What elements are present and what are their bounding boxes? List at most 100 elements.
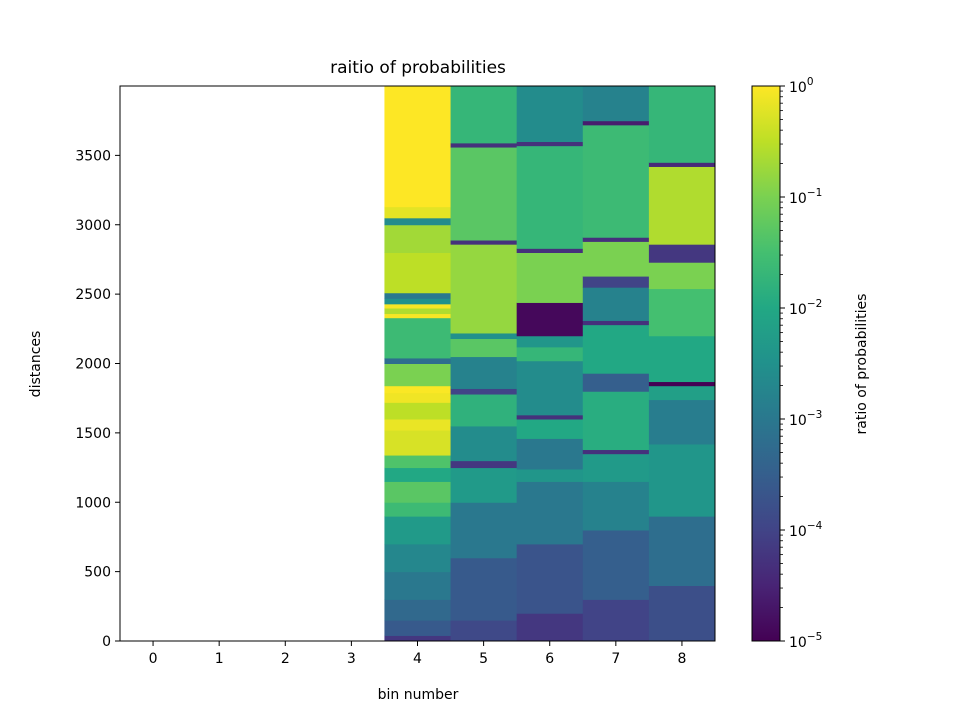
heatmap-cell — [450, 620, 518, 642]
heatmap-cell — [450, 388, 518, 395]
colorbar — [751, 85, 781, 642]
heatmap-cell — [450, 86, 518, 144]
y-axis-label: distances — [28, 331, 44, 398]
x-tick-label: 0 — [149, 651, 158, 667]
colorbar-tick-label: 10−5 — [789, 631, 822, 651]
heatmap-cell — [450, 240, 518, 245]
heatmap-cell — [516, 360, 584, 416]
heatmap-cell — [516, 613, 584, 642]
y-tick-label: 0 — [102, 634, 111, 650]
heatmap-cell — [516, 481, 584, 545]
heatmap-cell — [450, 502, 518, 559]
heatmap-cell — [384, 385, 452, 394]
heatmap-cell — [384, 571, 452, 600]
heatmap-cell — [450, 557, 518, 621]
y-axis-ticks: 0 500 1000 1500 2000 2500 3000 3500 — [75, 148, 120, 650]
heatmap-cell — [516, 543, 584, 614]
chart-title: raitio of probabilities — [330, 58, 506, 78]
colorbar-tick-label: 10−3 — [789, 409, 822, 429]
colorbar-tick-label: 10−2 — [789, 298, 822, 318]
heatmap-cell — [516, 419, 584, 439]
heatmap-cell — [384, 363, 452, 387]
heatmap-cell — [384, 252, 452, 294]
heatmap-cell — [516, 141, 584, 147]
heatmap-cell — [450, 356, 518, 389]
heatmap-cell — [384, 317, 452, 359]
x-tick-label: 2 — [281, 651, 290, 667]
heatmap-cell — [450, 467, 518, 503]
heatmap-cell — [582, 391, 650, 451]
heatmap-cell — [582, 86, 650, 122]
heatmap-cell — [516, 248, 584, 253]
heatmap-cell — [648, 399, 716, 445]
heatmap-cell — [384, 635, 452, 642]
heatmap-cell — [648, 162, 716, 167]
x-tick-label: 5 — [479, 651, 488, 667]
heatmap-cell — [648, 86, 716, 163]
heatmap-cell — [384, 303, 452, 309]
heatmap-cell — [516, 302, 584, 337]
heatmap-cell — [582, 124, 650, 238]
heatmap-cell — [582, 453, 650, 482]
heatmap-cell — [450, 425, 518, 462]
colorbar-tick-label: 10−4 — [789, 520, 823, 540]
x-tick-label: 8 — [677, 651, 686, 667]
heatmap-cell — [384, 86, 452, 208]
heatmap-cell — [384, 543, 452, 573]
heatmap-cell — [516, 335, 584, 348]
colorbar-tick-label: 100 — [789, 76, 814, 96]
y-tick-label: 500 — [84, 565, 111, 581]
heatmap-cell — [450, 394, 518, 427]
y-tick-label: 3000 — [75, 218, 111, 234]
heatmap-cell — [384, 224, 452, 253]
heatmap-cell — [384, 430, 452, 456]
heatmap-cell — [582, 373, 650, 392]
heatmap-cell — [516, 438, 584, 470]
heatmap-cell — [516, 468, 584, 482]
heatmap-cell — [648, 381, 716, 387]
y-tick-label: 1000 — [75, 495, 111, 511]
heatmap-cell — [582, 120, 650, 126]
y-tick-label: 2500 — [75, 287, 111, 303]
heatmap-cell — [648, 166, 716, 245]
heatmap-cell — [648, 385, 716, 401]
heatmap-cell — [384, 620, 452, 636]
colorbar-label: ratio of probabilities — [854, 294, 870, 435]
heatmap-cells — [384, 86, 716, 642]
heatmap-cell — [384, 392, 452, 403]
heatmap-cell — [582, 481, 650, 531]
heatmap-cell — [384, 502, 452, 517]
heatmap-cell — [450, 332, 518, 340]
heatmap-cell — [450, 244, 518, 334]
heatmap-cell — [582, 324, 650, 374]
heatmap-cell — [582, 237, 650, 242]
heatmap-cell — [384, 455, 452, 469]
heatmap-cell — [582, 449, 650, 455]
heatmap-cell — [384, 357, 452, 364]
heatmap-cell — [582, 241, 650, 277]
x-axis-ticks: 0 1 2 3 4 5 6 7 8 — [149, 641, 686, 667]
x-tick-label: 7 — [611, 651, 620, 667]
heatmap-cell — [384, 206, 452, 219]
heatmap-cell — [516, 346, 584, 362]
x-axis-label: bin number — [378, 687, 459, 703]
heatmap-cell — [648, 288, 716, 337]
colorbar-ticks: 100 10−1 10−2 10−3 10−4 10−5 — [780, 76, 823, 651]
heatmap-cell — [384, 481, 452, 503]
heatmap-cell — [648, 262, 716, 290]
heatmap-cell — [516, 252, 584, 303]
heatmap-cell — [384, 516, 452, 545]
heatmap-cell — [384, 419, 452, 431]
y-tick-label: 1500 — [75, 426, 111, 442]
colorbar-tick-label: 10−1 — [789, 187, 822, 207]
heatmap-cell — [648, 443, 716, 517]
heatmap-cell — [450, 147, 518, 241]
heatmap-cell — [384, 292, 452, 299]
heatmap-cell — [582, 320, 650, 326]
y-tick-label: 2000 — [75, 357, 111, 373]
heatmap-cell — [582, 599, 650, 642]
x-tick-label: 4 — [413, 651, 422, 667]
heatmap-cell — [516, 145, 584, 249]
heatmap-cell — [384, 402, 452, 420]
heatmap-cell — [648, 244, 716, 263]
